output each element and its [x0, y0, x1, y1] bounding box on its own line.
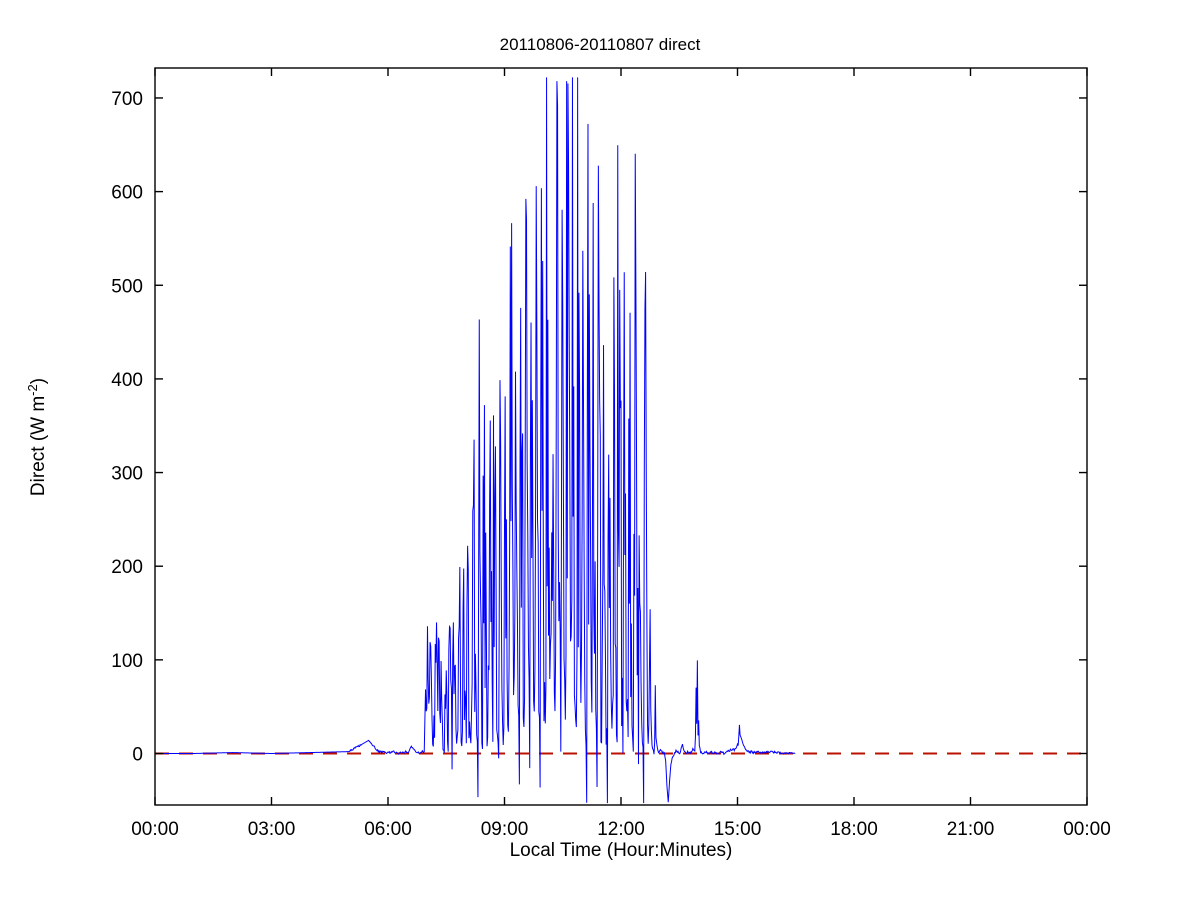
- x-tick-label: 00:00: [131, 819, 179, 840]
- axis-ticks: [154, 68, 1088, 805]
- chart-title: 20110806-20110807 direct: [500, 35, 701, 54]
- x-axis-label: Local Time (Hour:Minutes): [510, 840, 733, 861]
- x-tick-labels: 00:00 03:00 06:00 09:00 12:00 15:00 18:00 21:00…: [131, 819, 1111, 840]
- y-axis-label-close: ): [28, 378, 49, 384]
- x-tick-label: 12:00: [597, 819, 645, 840]
- direct-irradiance-series: [155, 77, 796, 804]
- x-tick-label: 00:00: [1063, 819, 1111, 840]
- y-axis-label-main: Direct (W m: [28, 396, 49, 496]
- y-tick-label: 100: [111, 651, 143, 672]
- x-tick-label: 03:00: [248, 819, 296, 840]
- y-tick-label: 400: [111, 370, 143, 391]
- y-tick-label: 200: [111, 557, 143, 578]
- x-tick-label: 09:00: [481, 819, 529, 840]
- y-tick-label: 300: [111, 464, 143, 485]
- y-tick-labels: 0 100 200 300 400 500 600 700: [111, 89, 143, 766]
- y-tick-label: 700: [111, 89, 143, 110]
- y-tick-label: 500: [111, 276, 143, 297]
- y-axis-label-superscript: -2: [25, 384, 40, 396]
- x-tick-label: 15:00: [714, 819, 762, 840]
- svg-text:Direct (W m-2): Direct (W m-2): [25, 378, 49, 496]
- x-tick-label: 21:00: [947, 819, 995, 840]
- y-axis-label: Direct (W m-2): [25, 378, 49, 496]
- x-tick-label: 06:00: [364, 819, 412, 840]
- x-tick-label: 18:00: [830, 819, 878, 840]
- y-tick-label: 0: [132, 744, 143, 765]
- y-tick-label: 600: [111, 183, 143, 204]
